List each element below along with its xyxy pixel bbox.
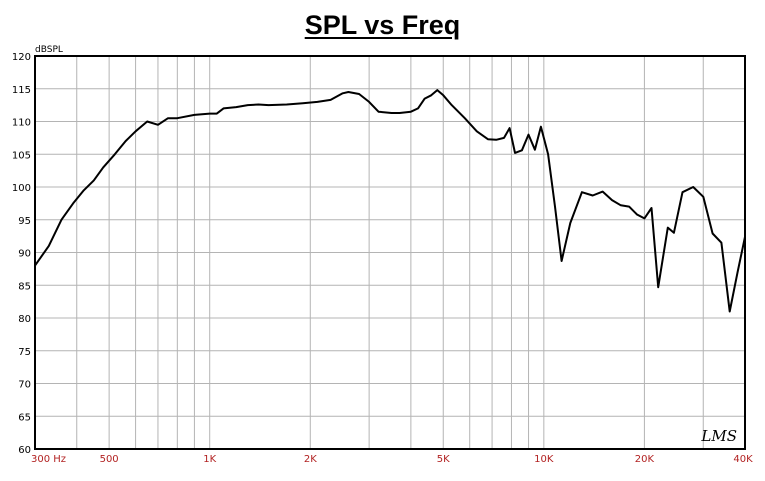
y-axis-label: dBSPL (35, 45, 63, 55)
x-tick-label: 20K (635, 454, 655, 465)
x-tick-label: 1K (203, 454, 216, 465)
x-tick-label: 5K (437, 454, 450, 465)
y-tick-label: 70 (18, 380, 31, 391)
y-tick-label: 100 (12, 183, 31, 194)
y-tick-label: 90 (18, 249, 31, 260)
x-axis-ticks: 300 Hz 500 1K 2K 5K 10K 20K 40K (31, 454, 753, 465)
y-tick-label: 60 (18, 445, 31, 456)
chart-title: SPL vs Freq (304, 10, 461, 40)
x-tick-label: 10K (534, 454, 554, 465)
y-tick-label: 105 (12, 150, 31, 161)
y-tick-label: 115 (12, 85, 31, 96)
y-tick-label: 110 (12, 118, 31, 129)
curve-layer (34, 89, 746, 313)
y-tick-label: 85 (18, 281, 31, 292)
x-tick-label: 300 Hz (31, 454, 66, 465)
y-tick-label: 95 (18, 216, 31, 227)
x-tick-label: 2K (304, 454, 317, 465)
y-tick-label: 75 (18, 347, 31, 358)
x-tick-label: 500 (100, 454, 119, 465)
plot-border (34, 55, 746, 450)
grid (35, 56, 745, 449)
lms-watermark: LMS (700, 427, 737, 445)
y-tick-label: 120 (12, 52, 31, 63)
y-tick-label: 80 (18, 314, 31, 325)
y-tick-label: 65 (18, 412, 31, 423)
spl-curve (34, 89, 746, 313)
y-axis-ticks: 60 65 70 75 80 85 90 95 100 105 110 115 120 (12, 52, 31, 456)
x-tick-label: 40K (733, 454, 753, 465)
